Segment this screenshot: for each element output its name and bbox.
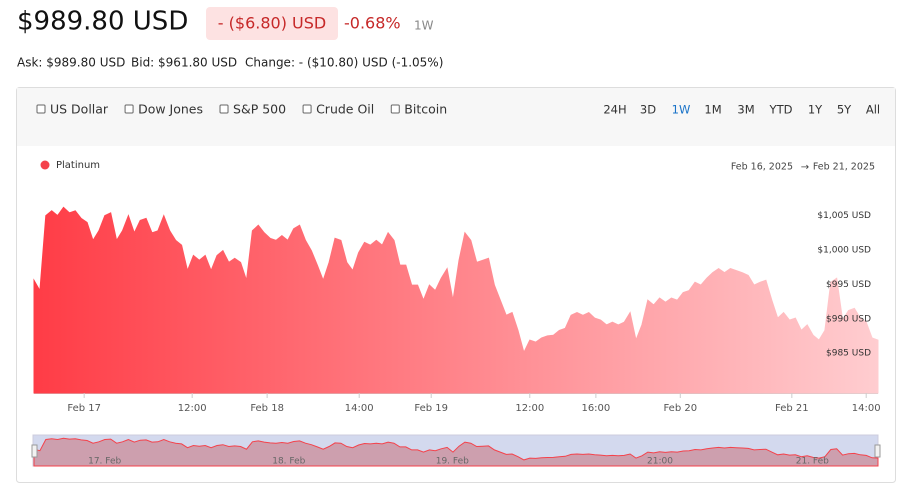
navigator-area	[33, 437, 879, 467]
range-button[interactable]: 24H	[603, 103, 626, 117]
y-tick-label: $985 USD	[826, 349, 871, 359]
range-button[interactable]: 1M	[704, 103, 721, 117]
change-detail: Change: - ($10.80) USD (-1.05%)	[245, 56, 443, 70]
change-pct: -0.68%	[344, 14, 401, 33]
range-button[interactable]: 1Y	[808, 103, 823, 117]
compare-label[interactable]: Dow Jones	[138, 102, 203, 117]
y-tick-label: $1,005 USD	[817, 211, 871, 221]
legend-dot	[40, 160, 50, 170]
x-tick-label: 14:00	[345, 403, 374, 414]
range-button[interactable]: 1W	[672, 103, 691, 117]
navigator-label: 21. Feb	[796, 457, 829, 467]
x-tick-label: Feb 20	[663, 403, 697, 414]
bid: Bid: $961.80 USD	[131, 56, 237, 70]
x-tick-label: Feb 18	[250, 403, 284, 414]
navigator-label: 18. Feb	[272, 457, 305, 467]
date-from: Feb 16, 2025	[731, 162, 793, 173]
range-button[interactable]: All	[866, 103, 880, 117]
compare-label[interactable]: Bitcoin	[404, 102, 447, 117]
checkbox[interactable]	[302, 104, 312, 114]
date-to: Feb 21, 2025	[813, 162, 875, 173]
checkbox[interactable]	[36, 104, 46, 114]
navigator-label: 19. Feb	[436, 457, 469, 467]
toolbar	[17, 88, 895, 146]
x-tick-label: 12:00	[515, 403, 544, 414]
change: - ($6.80) USD	[218, 14, 326, 33]
x-tick-label: Feb 19	[414, 403, 448, 414]
x-tick-label: Feb 21	[775, 403, 809, 414]
y-tick-label: $995 USD	[826, 280, 871, 290]
range-button[interactable]: 3M	[737, 103, 754, 117]
x-tick-label: 12:00	[178, 403, 207, 414]
x-tick-label: Feb 17	[67, 403, 101, 414]
ask: Ask: $989.80 USD	[17, 56, 125, 70]
navigator-label: 21:00	[647, 457, 673, 467]
y-tick-label: $990 USD	[826, 314, 871, 324]
arrow: →	[801, 162, 809, 173]
x-tick-label: 14:00	[852, 403, 881, 414]
price: $989.80 USD	[17, 7, 188, 37]
range-button[interactable]: 3D	[640, 103, 656, 117]
compare-label[interactable]: Crude Oil	[316, 102, 374, 117]
compare-label[interactable]: US Dollar	[50, 102, 109, 117]
area	[33, 206, 879, 394]
navigator-handle[interactable]	[874, 444, 881, 458]
checkbox[interactable]	[124, 104, 134, 114]
compare-label[interactable]: S&P 500	[233, 102, 286, 117]
range-button[interactable]: 5Y	[837, 103, 852, 117]
navigator-label: 17. Feb	[88, 457, 121, 467]
range-button[interactable]: YTD	[769, 103, 793, 117]
period: 1W	[414, 19, 434, 33]
checkbox[interactable]	[390, 104, 400, 114]
checkbox[interactable]	[219, 104, 229, 114]
navigator-handle[interactable]	[31, 444, 38, 458]
change-badge	[206, 7, 338, 40]
y-tick-label: $1,000 USD	[817, 246, 871, 256]
legend-label: Platinum	[56, 160, 100, 171]
x-tick-label: 16:00	[581, 403, 610, 414]
